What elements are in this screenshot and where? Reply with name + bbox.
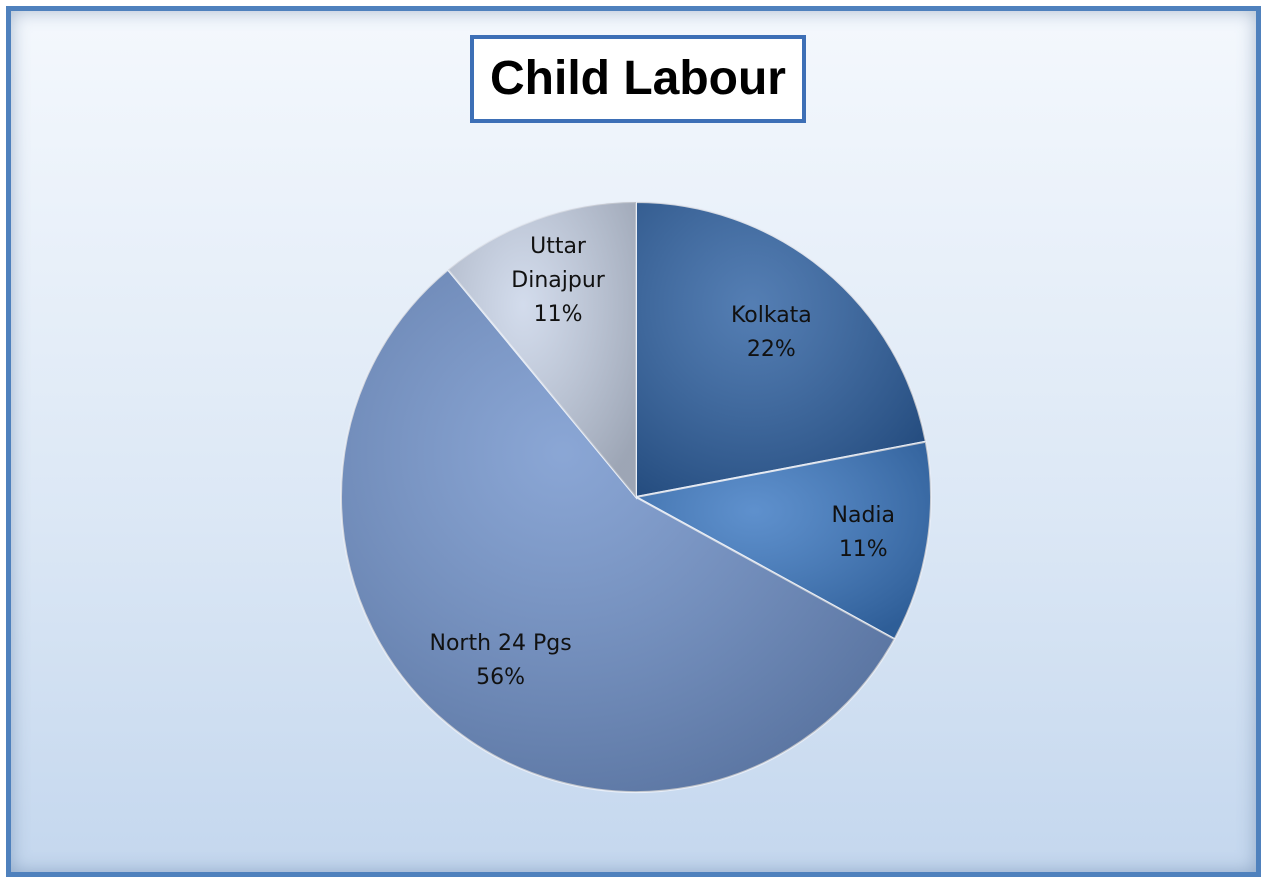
data-label: Kolkata 22% <box>661 299 881 367</box>
label-category: North 24 Pgs <box>429 630 572 656</box>
data-label: Uttar Dinajpur 11% <box>498 230 618 332</box>
data-label: Nadia 11% <box>803 499 923 567</box>
chart-title: Child Labour <box>470 35 806 123</box>
label-value: 22% <box>746 337 796 363</box>
label-value: 56% <box>476 664 526 690</box>
label-category: Nadia <box>831 502 896 528</box>
label-category: Uttar Dinajpur <box>511 233 605 293</box>
data-label: North 24 Pgs 56% <box>391 627 611 695</box>
label-value: 11% <box>838 536 888 562</box>
label-category: Kolkata <box>730 303 812 329</box>
label-value: 11% <box>533 301 583 327</box>
